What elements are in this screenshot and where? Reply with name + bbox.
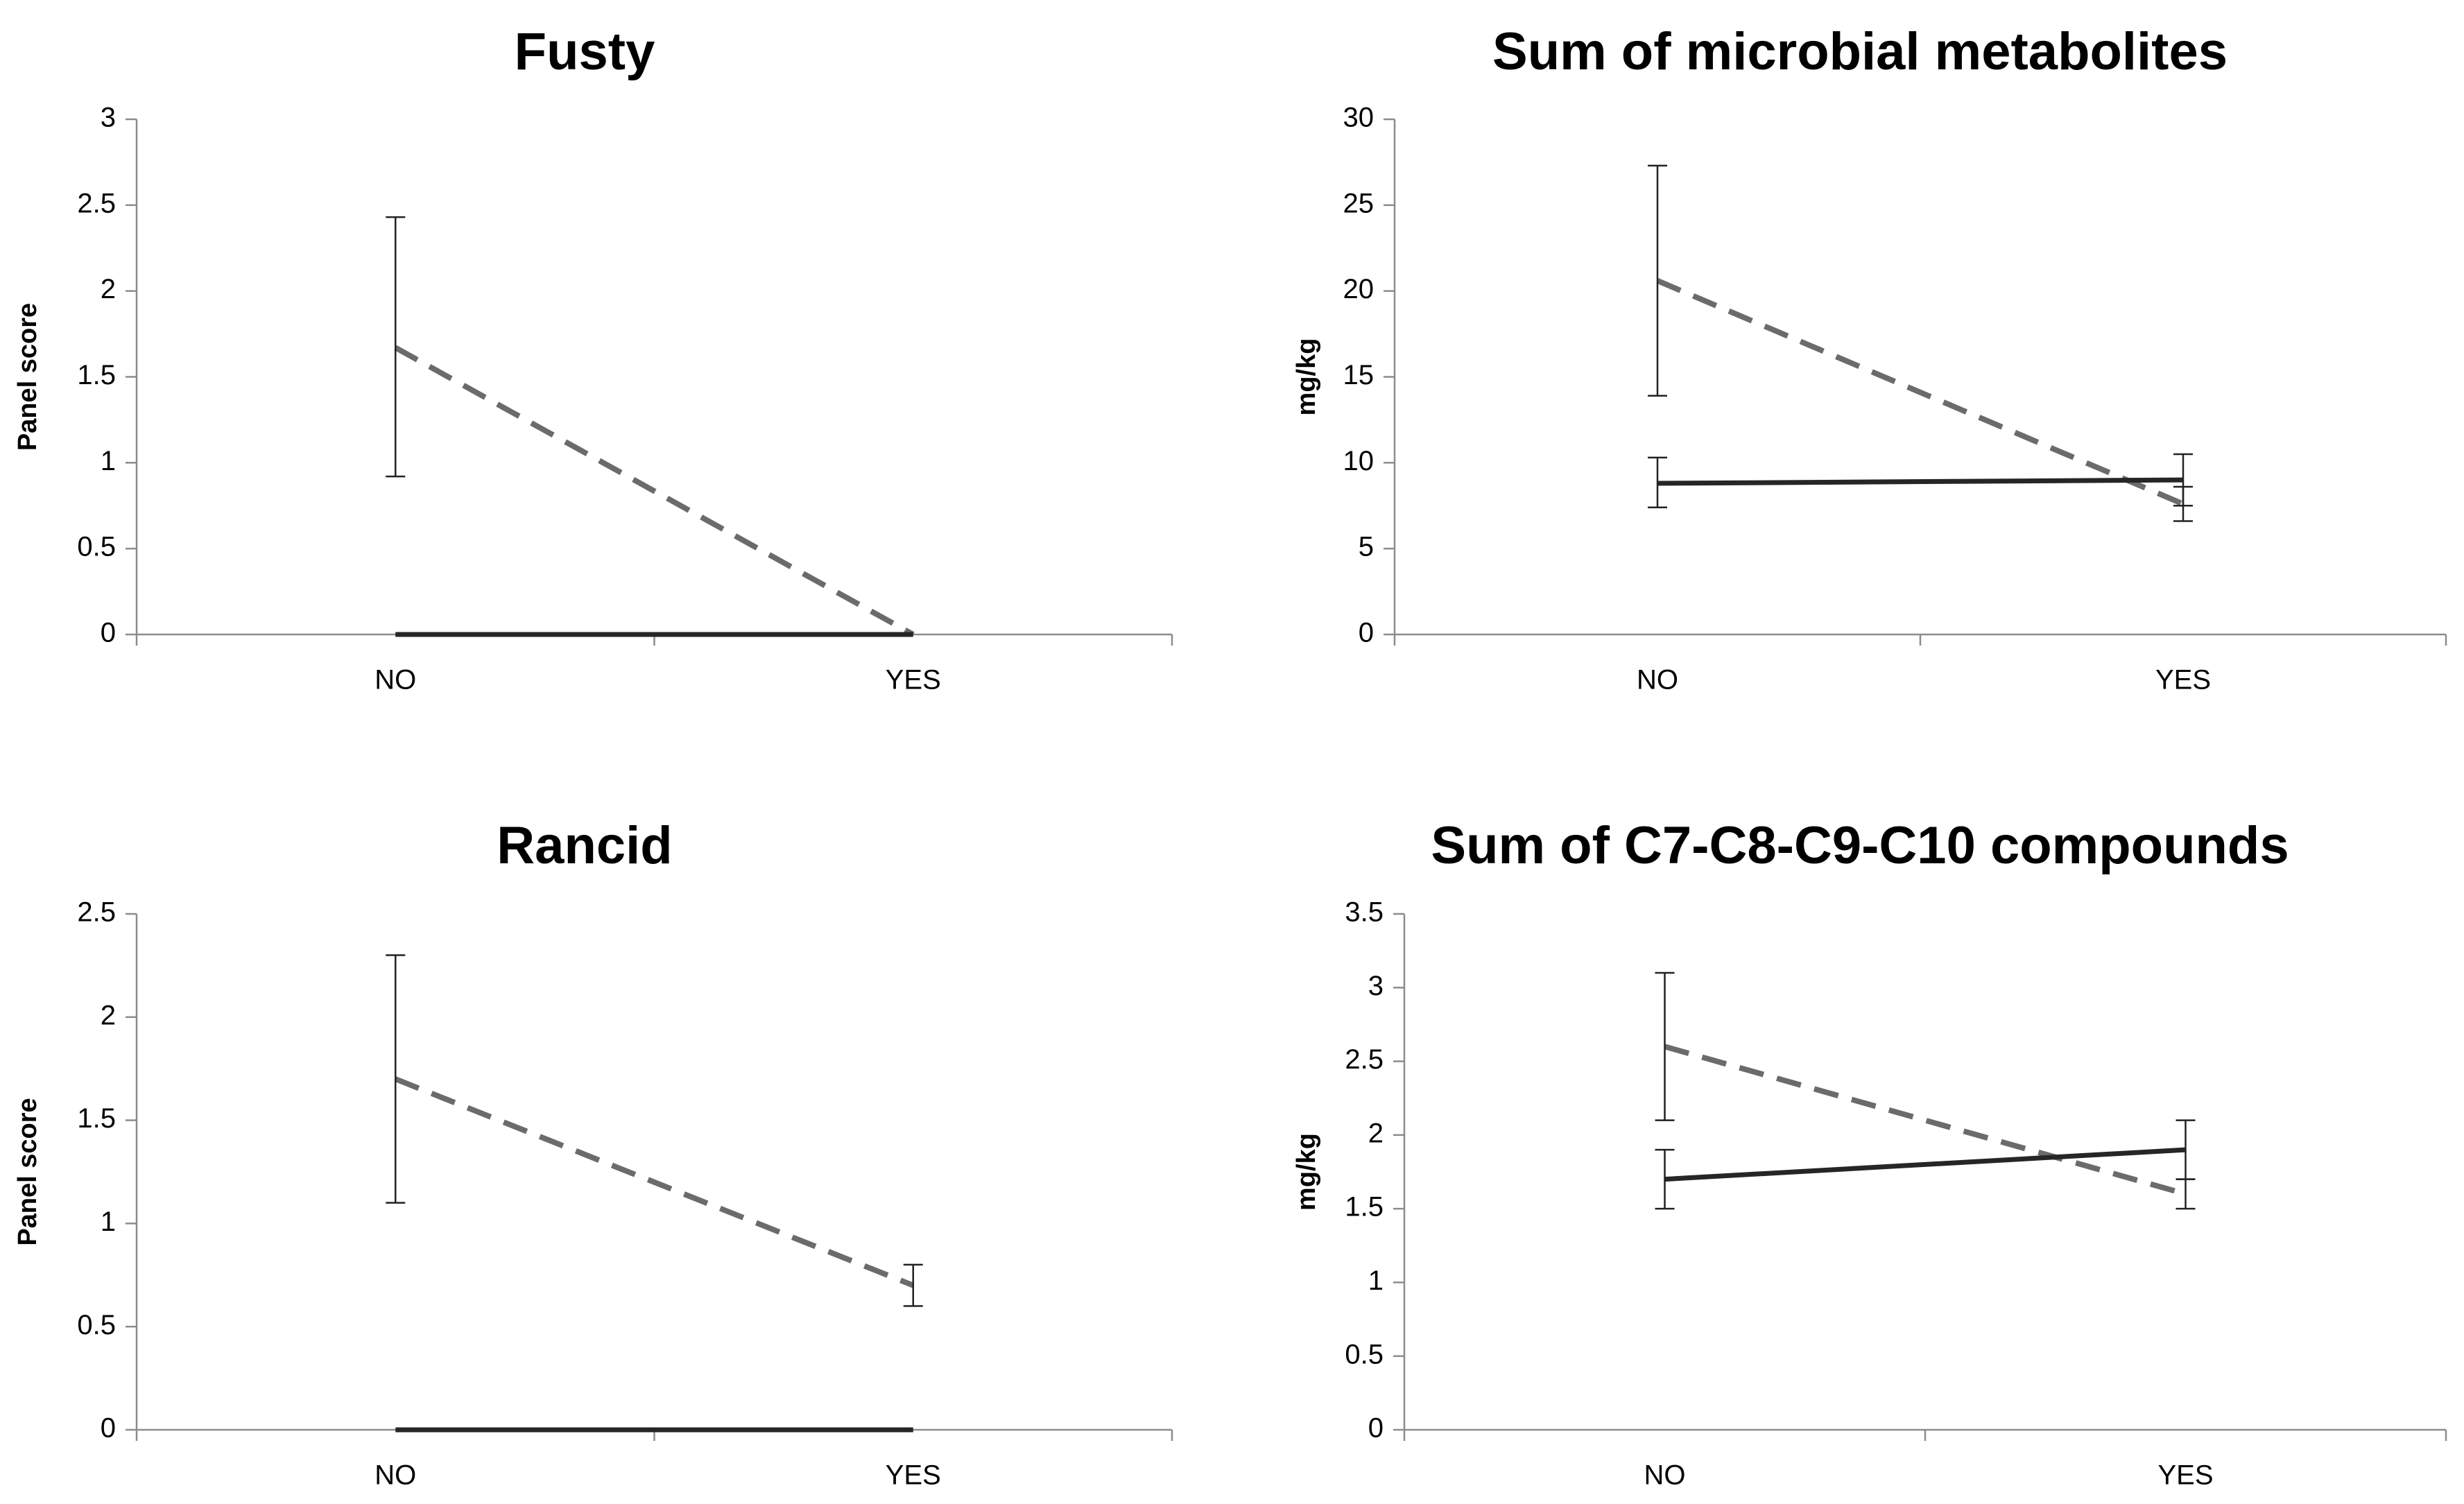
series-solid — [1655, 1119, 2196, 1210]
y-tick-label: 20 — [1343, 274, 1375, 304]
x-tick-label: NO — [374, 665, 416, 695]
y-tick-label: 0 — [101, 618, 116, 648]
chart-4: Sum of C7-C8-C9-C10 compounds mg/kg 0 0.5 1 1… — [1292, 816, 2447, 1491]
chart-3: Rancid Panel score 0 0.5 1 1.5 2 2.5 NO YES — [13, 816, 1173, 1491]
series-solid — [1648, 453, 2193, 508]
error-bar — [1655, 1148, 1675, 1210]
series-line — [394, 345, 915, 637]
y-tick-label: 0 — [1368, 1413, 1384, 1444]
y-tick-label: 2.5 — [77, 188, 116, 218]
series-line — [1656, 278, 2185, 507]
error-bar — [1648, 456, 1667, 508]
error-bar — [386, 216, 406, 478]
error-bar — [2176, 1119, 2196, 1180]
y-tick-label: 2 — [1368, 1118, 1384, 1148]
series-dashed — [1648, 164, 2193, 522]
x-tick-label: YES — [886, 1460, 941, 1491]
chart-title: Sum of C7-C8-C9-C10 compounds — [1431, 816, 2289, 875]
x-tick-label: NO — [1644, 1460, 1686, 1491]
series-dashed — [386, 954, 923, 1307]
x-tick-label: NO — [1637, 665, 1678, 695]
x-tick-label: NO — [374, 1460, 416, 1491]
x-tick-label: YES — [886, 665, 941, 695]
y-tick-label: 30 — [1343, 103, 1375, 133]
series-line — [1657, 477, 2184, 486]
series-line — [394, 1076, 915, 1288]
y-axis-label: mg/kg — [1292, 1133, 1321, 1211]
y-axis-label: mg/kg — [1292, 338, 1321, 416]
y-tick-label: 0.5 — [77, 1310, 116, 1340]
x-tick-label: YES — [2157, 1460, 2213, 1491]
y-tick-label: 10 — [1343, 446, 1375, 476]
y-tick-label: 3.5 — [1345, 897, 1384, 928]
x-tick-label: YES — [2155, 665, 2211, 695]
y-tick-label: 0.5 — [1345, 1339, 1384, 1369]
y-tick-label: 3 — [101, 103, 116, 133]
y-tick-label: 15 — [1343, 360, 1375, 390]
series-dashed — [386, 216, 915, 637]
y-tick-label: 5 — [1359, 532, 1374, 562]
series-dashed — [1655, 971, 2196, 1210]
y-tick-label: 2.5 — [77, 897, 116, 928]
y-tick-label: 2.5 — [1345, 1044, 1384, 1075]
y-tick-label: 0 — [101, 1413, 116, 1444]
y-tick-label: 0.5 — [77, 532, 116, 562]
error-bar — [2173, 453, 2193, 507]
y-tick-label: 1.5 — [1345, 1192, 1384, 1222]
y-tick-label: 1 — [101, 1207, 116, 1237]
error-bar — [1648, 164, 1667, 397]
y-tick-label: 2 — [101, 1000, 116, 1030]
chart-title: Sum of microbial metabolites — [1492, 22, 2228, 81]
y-tick-label: 2 — [101, 274, 116, 304]
y-axis-label: Panel score — [13, 303, 42, 451]
y-tick-label: 3 — [1368, 971, 1384, 1001]
chart-title: Fusty — [515, 22, 655, 81]
error-bar — [903, 1263, 923, 1307]
error-bar — [386, 954, 406, 1204]
chart-2: Sum of microbial metabolites mg/kg 0 5 10 15 2… — [1292, 22, 2447, 695]
error-bar — [1655, 971, 1675, 1121]
y-tick-label: 1.5 — [77, 360, 116, 390]
error-bar — [2176, 1178, 2196, 1210]
chart-1: Fusty Panel score 0 0.5 1 1.5 2 2.5 3 NO YES — [13, 22, 1173, 695]
y-tick-label: 1 — [101, 446, 116, 476]
y-tick-label: 0 — [1359, 618, 1374, 648]
chart-title: Rancid — [497, 816, 672, 875]
y-tick-label: 1.5 — [77, 1103, 116, 1134]
y-tick-label: 25 — [1343, 188, 1375, 218]
series-line — [1664, 1044, 2187, 1197]
y-tick-label: 1 — [1368, 1265, 1384, 1296]
y-axis-label: Panel score — [13, 1098, 42, 1245]
series-line — [1664, 1147, 2186, 1182]
